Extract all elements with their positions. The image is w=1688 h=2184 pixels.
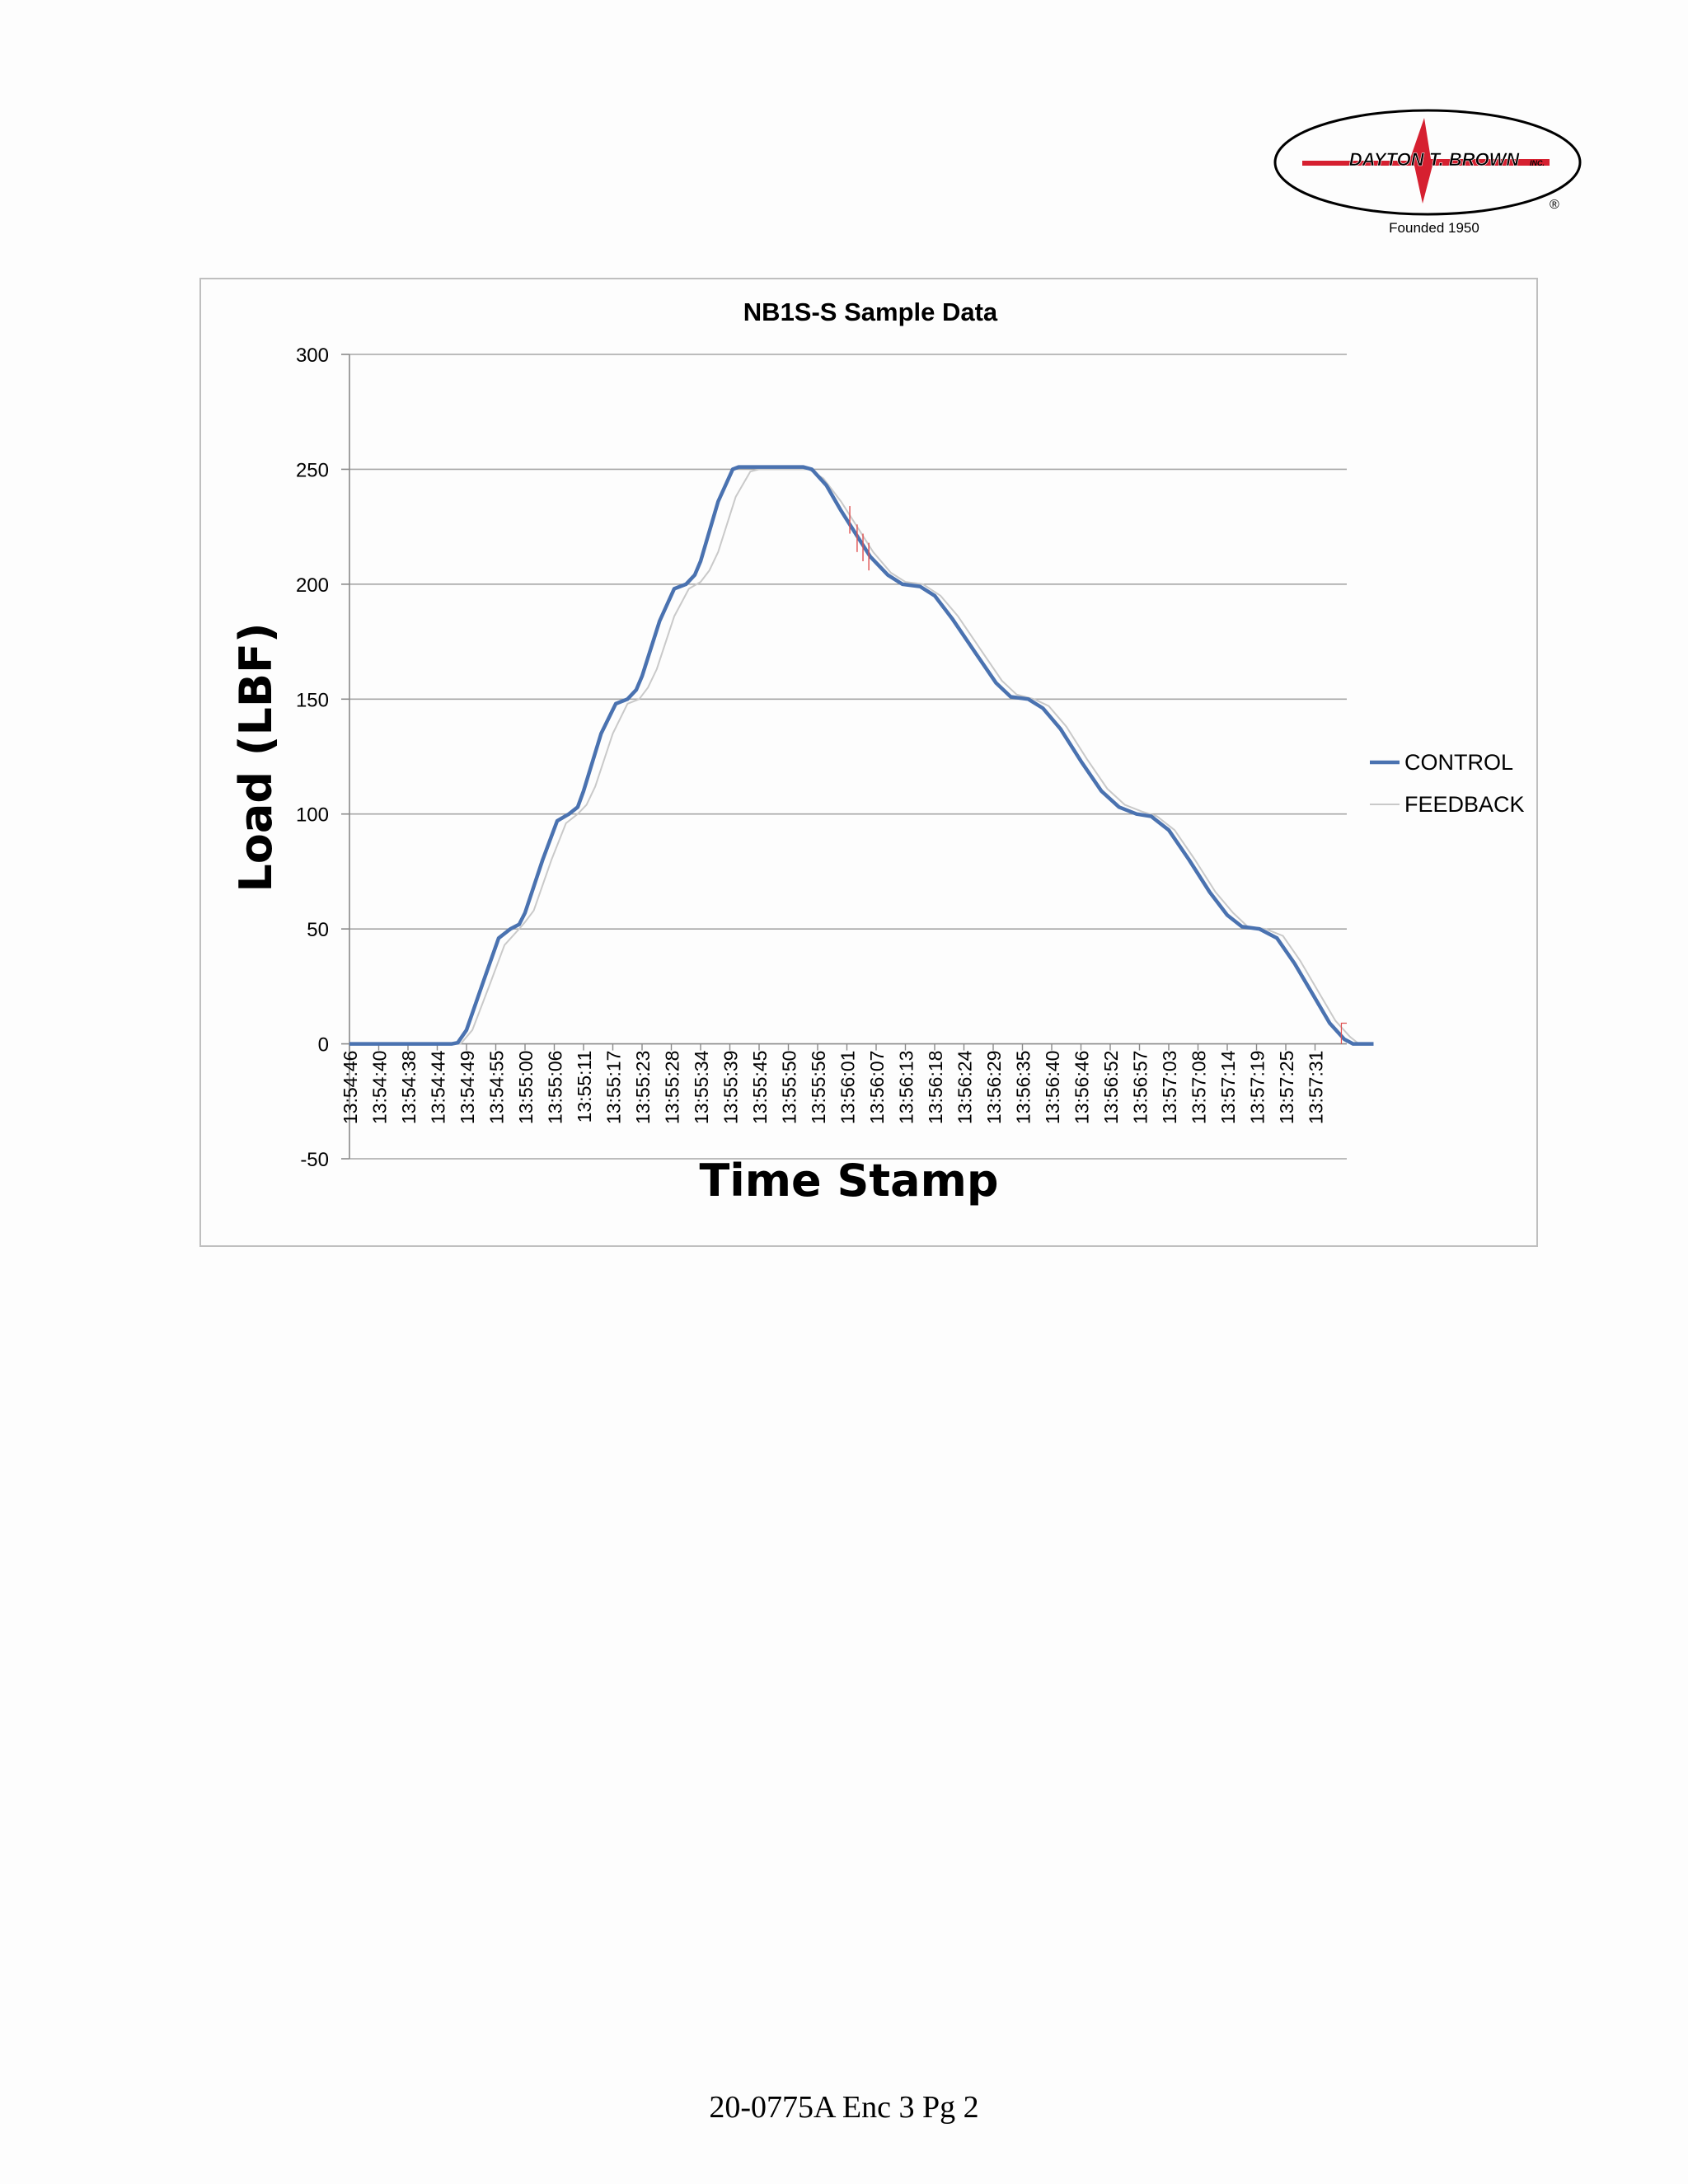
x-tick-label: 13:56:52 (1100, 1051, 1122, 1125)
x-tick-label: 13:57:08 (1189, 1051, 1210, 1125)
x-tick-label: 13:55:00 (515, 1051, 537, 1125)
legend: CONTROL FEEDBACK (1370, 750, 1525, 817)
series-line-control (349, 465, 1374, 1046)
x-tick-label: 13:54:46 (340, 1051, 361, 1125)
x-tick-label: 13:55:17 (603, 1051, 625, 1125)
y-tick-label: 200 (296, 574, 329, 597)
y-tick-label: 100 (296, 804, 329, 827)
x-tick-label: 13:56:40 (1042, 1051, 1063, 1125)
x-tick-label: 13:56:13 (896, 1051, 917, 1125)
x-tick-label: 13:55:11 (574, 1051, 595, 1123)
legend-label-control: CONTROL (1404, 750, 1513, 775)
x-tick-label: 13:57:14 (1217, 1050, 1239, 1124)
y-tick-label: 300 (296, 344, 329, 367)
x-tick-label: 13:57:19 (1247, 1051, 1268, 1125)
x-tick-label: 13:55:39 (720, 1051, 742, 1125)
y-tick-label: 250 (296, 459, 329, 481)
logo-company-name: DAYTON T. BROWN (1349, 149, 1521, 170)
chart-title: NB1S-S Sample Data (743, 298, 998, 326)
logo-founded: Founded 1950 (1389, 220, 1479, 235)
x-tick-label: 13:54:49 (457, 1051, 478, 1125)
x-tick-label: 13:54:40 (369, 1051, 391, 1125)
y-tick-label: -50 (300, 1149, 329, 1171)
x-tick-label: 13:56:29 (983, 1051, 1005, 1125)
x-tick-label: 13:54:44 (428, 1050, 449, 1124)
x-axis-label: Time Stamp (699, 1155, 998, 1207)
y-tick-label: 150 (296, 689, 329, 711)
y-tick-label: 50 (307, 919, 329, 941)
company-logo: DAYTON T. BROWN INC. ® Founded 1950 (1269, 103, 1591, 236)
y-axis-label: Load (LBF) (230, 622, 282, 892)
x-tick-label: 13:56:07 (866, 1051, 888, 1125)
x-tick-label: 13:56:01 (837, 1051, 859, 1125)
gridlines (349, 354, 1347, 1160)
x-tick-label: 13:57:31 (1306, 1051, 1327, 1125)
x-tick-label: 13:54:38 (398, 1051, 420, 1125)
x-tick-label: 13:56:18 (925, 1051, 946, 1125)
x-tick-label: 13:55:45 (749, 1051, 771, 1125)
x-tick-label: 13:55:56 (808, 1051, 829, 1125)
red-trace-marks (849, 506, 1347, 1044)
x-tick-label: 13:55:28 (662, 1051, 683, 1125)
x-tick-label: 13:55:06 (545, 1051, 566, 1125)
x-axis-ticks: 13:54:46 13:54:40 13:54:38 13:54:44 13:54:49… (340, 1043, 1327, 1125)
page-footer: 20-0775A Enc 3 Pg 2 (709, 2090, 979, 2125)
x-tick-label: 13:56:46 (1071, 1051, 1093, 1125)
y-tick-label: 0 (318, 1034, 329, 1057)
logo-inc-suffix: INC. (1530, 159, 1545, 167)
x-tick-label: 13:54:55 (486, 1051, 508, 1125)
line-chart: NB1S-S Sample Data -50 0 50 100 150 200 250 300… (230, 298, 1525, 1207)
series-line-feedback (349, 468, 1374, 1045)
y-axis-ticks: -50 0 50 100 150 200 250 300 (296, 344, 349, 1171)
logo-red-emblem (1302, 118, 1550, 204)
x-tick-label: 13:57:25 (1276, 1051, 1297, 1125)
x-tick-label: 13:56:35 (1013, 1051, 1034, 1125)
series-lines (349, 465, 1374, 1046)
red-step (1340, 1022, 1347, 1044)
chart-container: NB1S-S Sample Data -50 0 50 100 150 200 250 300… (199, 278, 1538, 1247)
x-tick-label: 13:55:23 (632, 1051, 654, 1125)
x-tick-label: 13:57:03 (1159, 1051, 1180, 1125)
x-tick-label: 13:55:34 (691, 1050, 712, 1124)
x-tick-label: 13:56:24 (954, 1050, 976, 1124)
legend-label-feedback: FEEDBACK (1404, 792, 1525, 817)
x-tick-label: 13:55:50 (779, 1051, 800, 1125)
logo-registered-mark: ® (1550, 198, 1559, 212)
x-tick-label: 13:56:57 (1130, 1051, 1151, 1125)
